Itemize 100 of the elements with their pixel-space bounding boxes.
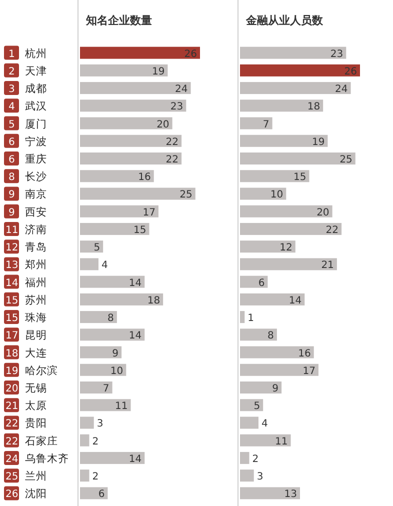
data-label: 9 bbox=[272, 384, 279, 394]
data-label: 21 bbox=[321, 260, 334, 272]
data-label: 8 bbox=[268, 330, 274, 342]
bar bbox=[240, 470, 254, 482]
bar bbox=[240, 382, 282, 394]
bar bbox=[80, 170, 154, 182]
bar bbox=[80, 117, 172, 130]
bar bbox=[240, 328, 277, 341]
y-tick-label: 6 重庆 bbox=[8, 152, 47, 166]
y-tick-label: 1 杭州 bbox=[8, 46, 47, 60]
bar bbox=[240, 117, 272, 130]
bar bbox=[80, 64, 168, 76]
bar bbox=[240, 188, 286, 200]
data-label: 5 bbox=[254, 401, 260, 412]
bar bbox=[80, 240, 104, 253]
y-tick-label: 5 厦门 bbox=[8, 117, 47, 130]
y-tick-label: 9 南京 bbox=[8, 188, 47, 201]
y-tick-label: 15 苏州 bbox=[6, 293, 47, 306]
y-tick-label: 15 珠海 bbox=[6, 311, 47, 324]
bar bbox=[80, 188, 196, 200]
data-label: 9 bbox=[112, 348, 119, 360]
data-label: 24 bbox=[335, 84, 348, 96]
data-label: 23 bbox=[170, 102, 184, 113]
bar bbox=[240, 346, 314, 358]
bar bbox=[240, 416, 258, 429]
y-tick-label: 8 长沙 bbox=[8, 170, 47, 184]
bar bbox=[240, 434, 291, 446]
y-tick-label: 22 石家庄 bbox=[6, 434, 58, 448]
y-tick-label: 12 青岛 bbox=[6, 240, 47, 254]
data-label: 7 bbox=[262, 119, 270, 130]
data-label: 25 bbox=[180, 190, 192, 201]
chart-title: 金融从业人员数 bbox=[245, 14, 324, 27]
data-label: 23 bbox=[330, 48, 344, 60]
data-label: 16 bbox=[138, 172, 151, 184]
data-label: 14 bbox=[128, 454, 142, 465]
bar bbox=[240, 222, 342, 235]
y-tick-label: 19 哈尔滨 bbox=[6, 364, 58, 377]
y-tick-label: 3 成都 bbox=[8, 82, 47, 96]
bar bbox=[240, 399, 264, 412]
bar bbox=[240, 205, 332, 218]
data-label: 5 bbox=[94, 242, 100, 254]
data-label: 7 bbox=[102, 384, 110, 394]
bar bbox=[240, 487, 300, 500]
y-tick-label: 11 济南 bbox=[6, 222, 47, 236]
data-label: 2 bbox=[92, 472, 99, 483]
bar bbox=[240, 311, 245, 324]
data-label: 10 bbox=[270, 190, 284, 201]
bar bbox=[80, 487, 108, 500]
data-label: 25 bbox=[340, 154, 352, 166]
bar bbox=[240, 364, 318, 376]
data-label: 17 bbox=[142, 207, 156, 218]
bar bbox=[80, 134, 182, 147]
y-tick-label: 21 太原 bbox=[6, 399, 47, 412]
bar bbox=[80, 382, 112, 394]
data-label: 20 bbox=[316, 207, 330, 218]
data-label: 24 bbox=[175, 84, 188, 96]
data-label: 20 bbox=[156, 119, 170, 130]
bar bbox=[240, 64, 360, 76]
bar bbox=[240, 100, 324, 112]
data-label: 6 bbox=[258, 278, 265, 289]
bar bbox=[80, 258, 98, 270]
data-label: 10 bbox=[110, 366, 124, 377]
bar bbox=[80, 311, 117, 324]
y-tick-label: 17 昆明 bbox=[6, 330, 47, 342]
bar bbox=[80, 46, 200, 59]
y-tick-label: 13 郑州 bbox=[6, 258, 47, 272]
data-label: 17 bbox=[302, 366, 316, 377]
bar bbox=[80, 82, 191, 94]
bar bbox=[80, 434, 90, 446]
bar bbox=[80, 416, 94, 429]
data-label: 11 bbox=[115, 401, 128, 412]
data-label: 22 bbox=[166, 136, 179, 148]
bar bbox=[240, 134, 328, 147]
y-tick-label: 2 天津 bbox=[8, 64, 47, 78]
data-label: 13 bbox=[284, 489, 297, 500]
bar bbox=[240, 82, 351, 94]
bar bbox=[240, 170, 310, 182]
data-label: 8 bbox=[108, 313, 114, 324]
bar bbox=[80, 152, 182, 164]
bar bbox=[240, 276, 268, 288]
bar bbox=[80, 364, 126, 376]
data-label: 6 bbox=[98, 489, 105, 500]
data-label: 3 bbox=[96, 418, 104, 430]
bar bbox=[80, 276, 145, 288]
data-label: 14 bbox=[128, 330, 142, 342]
bar bbox=[80, 222, 150, 235]
bar bbox=[80, 205, 158, 218]
data-label: 14 bbox=[128, 278, 142, 289]
y-tick-label: 22 贵阳 bbox=[6, 416, 47, 430]
data-label: 14 bbox=[288, 295, 302, 306]
data-label: 22 bbox=[326, 224, 339, 236]
y-tick-label: 24 乌鲁木齐 bbox=[6, 452, 69, 465]
data-label: 18 bbox=[307, 102, 320, 113]
data-label: 15 bbox=[293, 172, 306, 184]
bar bbox=[240, 46, 346, 59]
data-label: 26 bbox=[184, 48, 197, 60]
y-tick-label: 6 宁波 bbox=[8, 134, 47, 148]
data-label: 19 bbox=[152, 66, 165, 78]
bar bbox=[80, 100, 186, 112]
data-label: 3 bbox=[256, 472, 264, 483]
